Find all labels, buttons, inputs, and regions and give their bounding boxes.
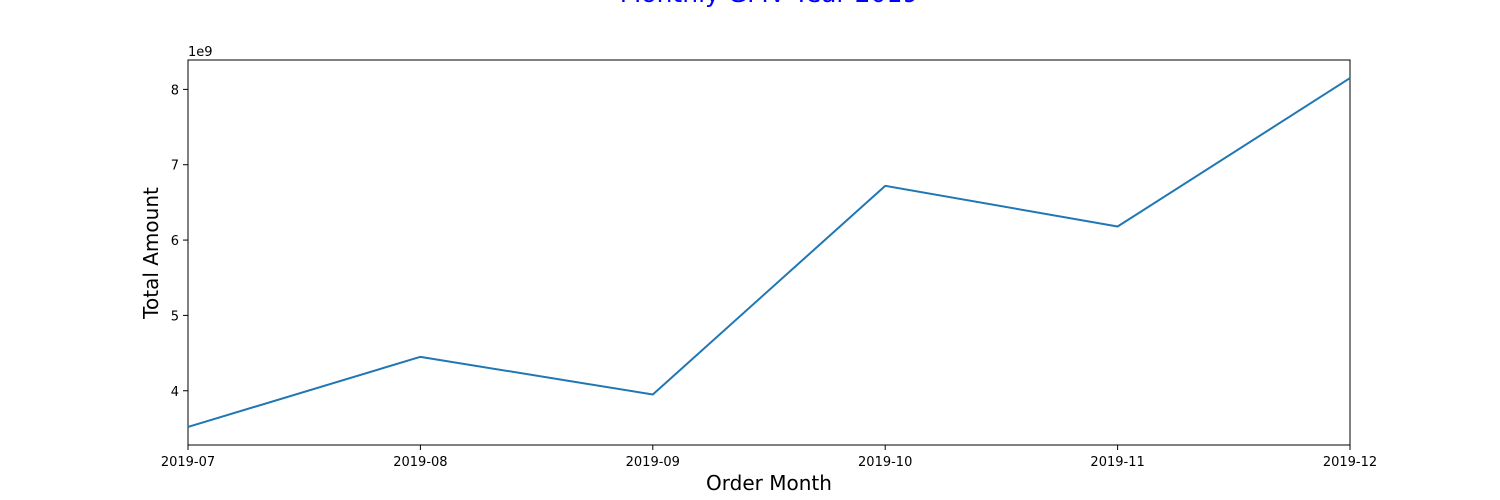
y-axis-label: Total Amount [139, 187, 163, 320]
series-line [187, 77, 1351, 428]
x-tick-label: 2019-11 [1090, 455, 1144, 470]
plot-frame [187, 59, 1351, 446]
x-tick-label: 2019-10 [858, 455, 912, 470]
y-tick-label: 4 [171, 385, 179, 400]
chart-title: Monthly GMV Year 2019 [620, 0, 919, 8]
y-tick-label: 8 [171, 83, 179, 98]
x-tick-label: 2019-09 [626, 455, 680, 470]
x-axis-ticks: 2019-07 2019-08 2019-09 2019-10 2019-11 2019-… [161, 445, 1377, 470]
y-tick-label: 6 [171, 234, 179, 249]
x-tick-label: 2019-07 [161, 455, 215, 470]
y-tick-label: 5 [171, 309, 179, 324]
y-axis-ticks: 4 5 6 7 8 [171, 83, 188, 400]
x-tick-label: 2019-08 [393, 455, 447, 470]
x-tick-label: 2019-12 [1323, 455, 1377, 470]
y-tick-label: 7 [171, 159, 179, 174]
series-layer [187, 77, 1351, 428]
y-axis-offset-label: 1e9 [188, 45, 213, 60]
plot-area: 4 5 6 7 8 2019-07 2019-08 2019-09 2019-10 2019-1… [161, 59, 1377, 470]
x-axis-label: Order Month [706, 471, 832, 495]
